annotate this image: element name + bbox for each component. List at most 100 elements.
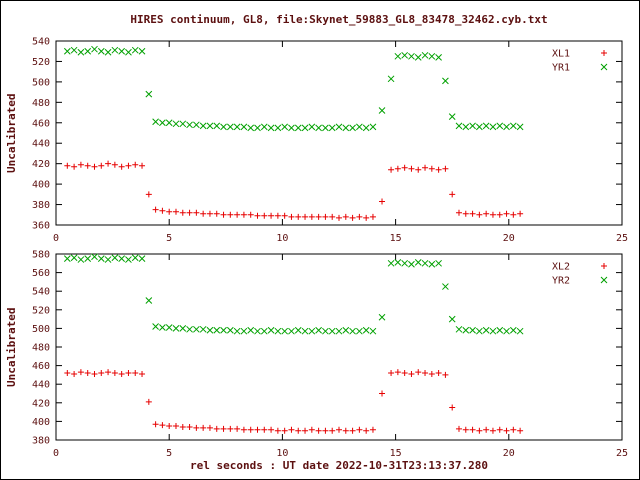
data-point-yr2: [274, 327, 282, 335]
data-point-yr2: [240, 327, 248, 335]
data-point-yr2: [288, 327, 295, 335]
data-point-yr1: [301, 124, 309, 132]
data-point-xl1: [200, 210, 207, 217]
legend-label-yr1: YR1: [552, 63, 570, 74]
data-point-yr1: [97, 47, 105, 55]
data-point-yr1: [206, 122, 214, 130]
data-point-xl2: [179, 423, 186, 430]
data-point-xl2: [98, 370, 105, 377]
y-tick-label: 380: [32, 436, 50, 447]
data-point-xl1: [77, 161, 84, 168]
data-point-xl1: [428, 165, 435, 172]
data-point-xl1: [268, 212, 275, 219]
bottom-panel-plot: 0 5 10 15 20 25 380 400 420 440 460 480 500 520 540 560…: [32, 250, 628, 459]
data-point-yr2: [165, 324, 173, 331]
x-tick-label: 20: [503, 448, 515, 458]
data-point-yr2: [260, 327, 268, 335]
data-point-yr2: [254, 327, 261, 335]
data-point-xl1: [206, 210, 213, 217]
data-point-yr1: [308, 123, 316, 131]
data-point-yr2: [226, 326, 234, 334]
data-point-xl2: [422, 370, 429, 377]
data-point-xl2: [363, 427, 370, 434]
data-point-yr2: [335, 327, 343, 335]
data-point-xl2: [91, 370, 98, 377]
data-point-xl2: [166, 423, 173, 430]
data-point-yr2: [408, 260, 415, 268]
data-point-yr2: [342, 326, 350, 334]
y-tick-label: 500: [32, 324, 50, 335]
data-point-xl2: [489, 427, 496, 434]
data-point-yr1: [77, 48, 85, 56]
data-point-yr1: [138, 47, 146, 55]
data-point-xl2: [118, 370, 125, 377]
data-point-xl1: [254, 212, 261, 219]
data-point-xl1: [71, 163, 78, 170]
data-point-yr2: [233, 327, 241, 335]
data-point-xl2: [483, 426, 490, 433]
data-point-yr1: [387, 75, 395, 83]
data-point-yr1: [267, 124, 275, 132]
data-point-yr1: [220, 123, 227, 131]
data-point-yr1: [401, 51, 409, 59]
data-point-yr1: [435, 54, 442, 61]
x-tick-label: 15: [390, 448, 402, 458]
y-tick-label: 380: [32, 200, 50, 211]
y-tick-label: 460: [32, 118, 50, 129]
data-point-xl2: [84, 370, 91, 377]
data-point-yr1: [233, 123, 241, 131]
data-point-xl1: [172, 208, 179, 215]
data-point-xl1: [476, 211, 483, 218]
data-point-xl1: [84, 162, 91, 169]
data-point-yr2: [356, 327, 363, 335]
data-point-xl2: [213, 425, 220, 432]
data-point-yr2: [322, 327, 329, 335]
data-point-yr2: [199, 325, 207, 333]
data-point-xl2: [379, 390, 386, 397]
data-point-yr2: [159, 324, 166, 331]
data-point-yr1: [199, 122, 207, 130]
data-point-xl2: [329, 427, 336, 434]
data-point-yr1: [152, 118, 159, 126]
data-point-yr1: [118, 47, 126, 55]
data-point-yr2: [482, 326, 490, 334]
data-point-xl1: [336, 214, 342, 221]
data-point-xl1: [388, 166, 395, 173]
y-tick-label: 520: [32, 305, 50, 316]
data-point-xl1: [356, 213, 363, 220]
data-point-yr1: [165, 119, 173, 127]
data-point-xl1: [98, 162, 105, 169]
data-point-xl2: [517, 427, 524, 434]
data-point-xl2: [220, 425, 227, 432]
data-point-yr2: [516, 327, 524, 335]
data-point-yr1: [455, 122, 463, 130]
data-point-xl1: [483, 210, 490, 217]
data-point-yr1: [378, 107, 386, 114]
data-point-yr1: [240, 123, 248, 131]
data-point-yr2: [294, 326, 302, 334]
data-point-xl2: [172, 423, 179, 430]
data-point-yr2: [435, 259, 442, 267]
data-point-yr1: [159, 119, 166, 127]
y-tick-label: 400: [32, 417, 50, 428]
data-point-xl2: [105, 369, 112, 376]
data-point-xl2: [496, 426, 503, 433]
data-point-yr1: [91, 45, 98, 53]
data-point-xl1: [510, 211, 517, 218]
data-point-yr2: [84, 255, 92, 263]
top-panel-plot: 0 5 10 15 20 25 360 380 400 420 440 460 480 500 520 540…: [32, 37, 628, 242]
data-point-xl1: [220, 211, 227, 218]
data-point-xl1: [415, 166, 422, 173]
data-point-xl1: [435, 166, 442, 173]
data-point-xl1: [145, 191, 152, 198]
data-point-yr2: [509, 326, 517, 334]
legend-marker-xl2: [601, 263, 607, 269]
data-point-xl2: [449, 404, 456, 411]
data-point-yr1: [489, 123, 497, 131]
data-point-xl2: [274, 427, 281, 434]
data-point-yr2: [104, 256, 112, 263]
data-point-yr2: [172, 325, 180, 332]
data-point-yr2: [70, 254, 78, 262]
data-point-xl2: [240, 426, 247, 433]
data-point-yr1: [428, 52, 436, 60]
